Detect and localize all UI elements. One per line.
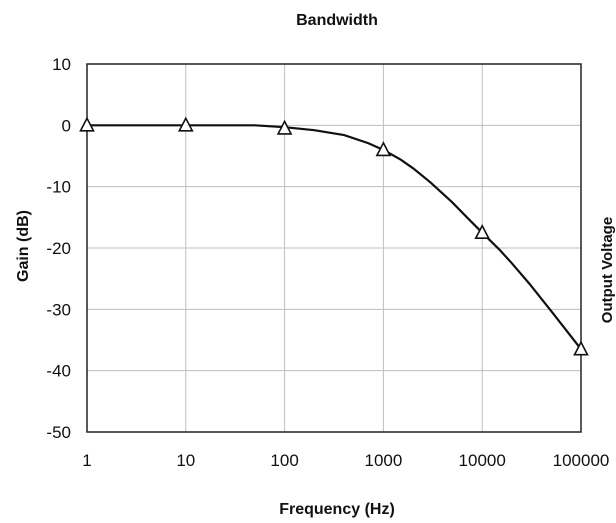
data-markers xyxy=(79,116,589,356)
x-tick-label: 100 xyxy=(270,451,298,470)
y-tick-label: 0 xyxy=(62,116,71,135)
y-tick-label: -20 xyxy=(46,239,71,258)
x-tick-label: 10000 xyxy=(459,451,506,470)
chart-title: Bandwidth xyxy=(296,12,378,29)
secondary-y-axis-label: Output Voltage xyxy=(599,217,616,323)
x-tick-label: 1000 xyxy=(364,451,402,470)
triangle-marker xyxy=(79,116,95,132)
y-tick-label: -50 xyxy=(46,423,71,442)
y-tick-label: -30 xyxy=(46,300,71,319)
triangle-marker xyxy=(276,119,293,135)
x-tick-label: 1 xyxy=(82,451,91,470)
x-axis-label: Frequency (Hz) xyxy=(279,501,395,518)
y-tick-label: 10 xyxy=(52,55,71,74)
triangle-marker xyxy=(573,340,589,356)
triangle-marker xyxy=(474,223,491,239)
y-axis-label: Gain (dB) xyxy=(15,210,32,282)
y-tick-labels: 10 0 -10 -20 -30 -40 -50 xyxy=(46,55,71,442)
x-tick-labels: 1 10 100 1000 10000 100000 xyxy=(82,451,609,470)
gridlines xyxy=(87,64,581,432)
triangle-marker xyxy=(375,141,392,157)
x-tick-label: 10 xyxy=(176,451,195,470)
y-tick-label: -40 xyxy=(46,362,71,381)
x-tick-label: 100000 xyxy=(553,451,610,470)
y-tick-label: -10 xyxy=(46,178,71,197)
triangle-marker xyxy=(177,116,194,132)
plot-frame xyxy=(86,63,582,433)
gain-curve xyxy=(87,124,582,350)
